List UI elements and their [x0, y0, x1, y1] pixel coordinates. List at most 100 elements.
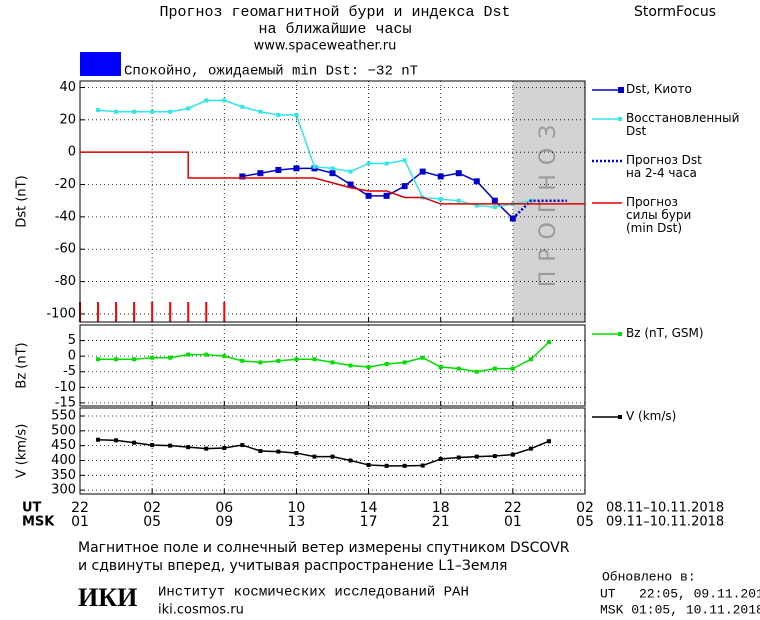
brand: StormFocus [634, 4, 716, 20]
y-tick-label: -10 [55, 380, 76, 395]
data-point [456, 366, 461, 371]
legend-marker [618, 117, 622, 121]
legend-marker [618, 87, 624, 93]
data-point [114, 109, 119, 114]
x-tick-label: 22 [71, 500, 89, 516]
data-point [366, 161, 371, 166]
x-tick-label: 14 [360, 500, 378, 516]
data-point [293, 165, 300, 172]
data-point [474, 203, 479, 208]
x-tick-label: 02 [576, 500, 594, 516]
data-point [240, 443, 245, 448]
footnote: Магнитное поле и солнечный ветер измерен… [78, 540, 570, 556]
data-point [150, 443, 155, 448]
x2-tick-label: 05 [143, 514, 161, 530]
data-point [402, 158, 407, 163]
x-tick-label: 06 [215, 500, 233, 516]
x2-tick-label: 13 [288, 514, 306, 530]
x2-tick-label: 01 [71, 514, 89, 530]
data-point [275, 166, 282, 173]
y-tick-label: -20 [55, 177, 76, 192]
data-point [276, 112, 281, 117]
data-point [546, 439, 551, 444]
data-point [474, 454, 479, 459]
data-point [258, 360, 263, 365]
data-point [168, 355, 173, 360]
data-point [510, 452, 515, 457]
data-point [168, 109, 173, 114]
data-point [329, 170, 336, 177]
y-tick-label: 450 [51, 438, 76, 453]
data-point [186, 445, 191, 450]
data-point [438, 457, 443, 462]
data-point [257, 170, 264, 177]
data-point [528, 446, 533, 451]
data-point [312, 454, 317, 459]
x-axis-title: UT [22, 501, 42, 516]
data-point [384, 161, 389, 166]
data-point [347, 181, 354, 188]
plot-frame [79, 80, 586, 323]
x2-range: 09.11–10.11.2018 [606, 515, 724, 530]
data-point [438, 197, 443, 202]
data-point [528, 357, 533, 362]
y-tick-label: 0 [68, 145, 76, 160]
data-point [168, 443, 173, 448]
data-point [402, 360, 407, 365]
y-tick-label: -100 [46, 306, 76, 321]
data-point [438, 365, 443, 370]
status-box [80, 52, 121, 76]
y-tick-label: 5 [68, 333, 76, 348]
y-tick-label: 40 [59, 80, 76, 95]
y-tick-label: 0 [68, 349, 76, 364]
title: на ближайшие часы [258, 21, 411, 38]
data-point [348, 169, 353, 174]
url: www.spaceweather.ru [254, 39, 397, 54]
y-tick-label: -5 [63, 364, 76, 379]
y-axis-title: V (km/s) [15, 424, 30, 479]
data-point [276, 449, 281, 454]
y-axis-title: Dst (nT) [15, 175, 30, 227]
data-point [401, 183, 408, 190]
x2-tick-label: 17 [360, 514, 378, 530]
data-point [420, 355, 425, 360]
y-tick-label: -80 [55, 274, 76, 289]
y-tick-label: 400 [51, 453, 76, 468]
legend-label: Прогноз Dst на 2-4 часа [626, 153, 702, 180]
data-point [384, 361, 389, 366]
updated-msk: MSK 01:05, 10.11.2018 [600, 602, 760, 617]
data-point [455, 170, 462, 177]
data-point [276, 358, 281, 363]
forecast-label: ПРОГНОЗ [536, 116, 561, 288]
x-range: 08.11–10.11.2018 [606, 501, 724, 516]
institute: Институт космических исследований РАН [158, 584, 469, 601]
y-tick-label: 350 [51, 468, 76, 483]
x2-axis-title: MSK [22, 515, 55, 530]
data-point [258, 109, 263, 114]
legend-label: Bz (nT, GSM) [626, 326, 704, 340]
y-tick-label: 300 [51, 483, 76, 498]
data-point [312, 357, 317, 362]
data-point [420, 463, 425, 468]
data-point [150, 109, 155, 114]
data-point [294, 112, 299, 117]
updated-title: Обновлено в: [602, 569, 696, 584]
legend-marker [618, 332, 622, 336]
data-point [330, 360, 335, 365]
data-point [330, 166, 335, 171]
x-tick-label: 18 [432, 500, 450, 516]
data-point [492, 205, 497, 210]
data-point [365, 192, 372, 199]
x2-tick-label: 09 [215, 514, 233, 530]
data-point [96, 357, 101, 362]
updated-ut: UT 22:05, 09.11.2018 [600, 586, 760, 601]
data-point [294, 357, 299, 362]
data-point [546, 340, 551, 345]
status-text: Спокойно, ожидаемый min Dst: −32 nT [124, 63, 418, 80]
x-tick-label: 02 [143, 500, 161, 516]
data-point [239, 173, 246, 180]
data-point [456, 455, 461, 460]
legend-label: Dst, Киото [626, 82, 692, 96]
series-line [242, 167, 514, 220]
data-point [348, 363, 353, 368]
